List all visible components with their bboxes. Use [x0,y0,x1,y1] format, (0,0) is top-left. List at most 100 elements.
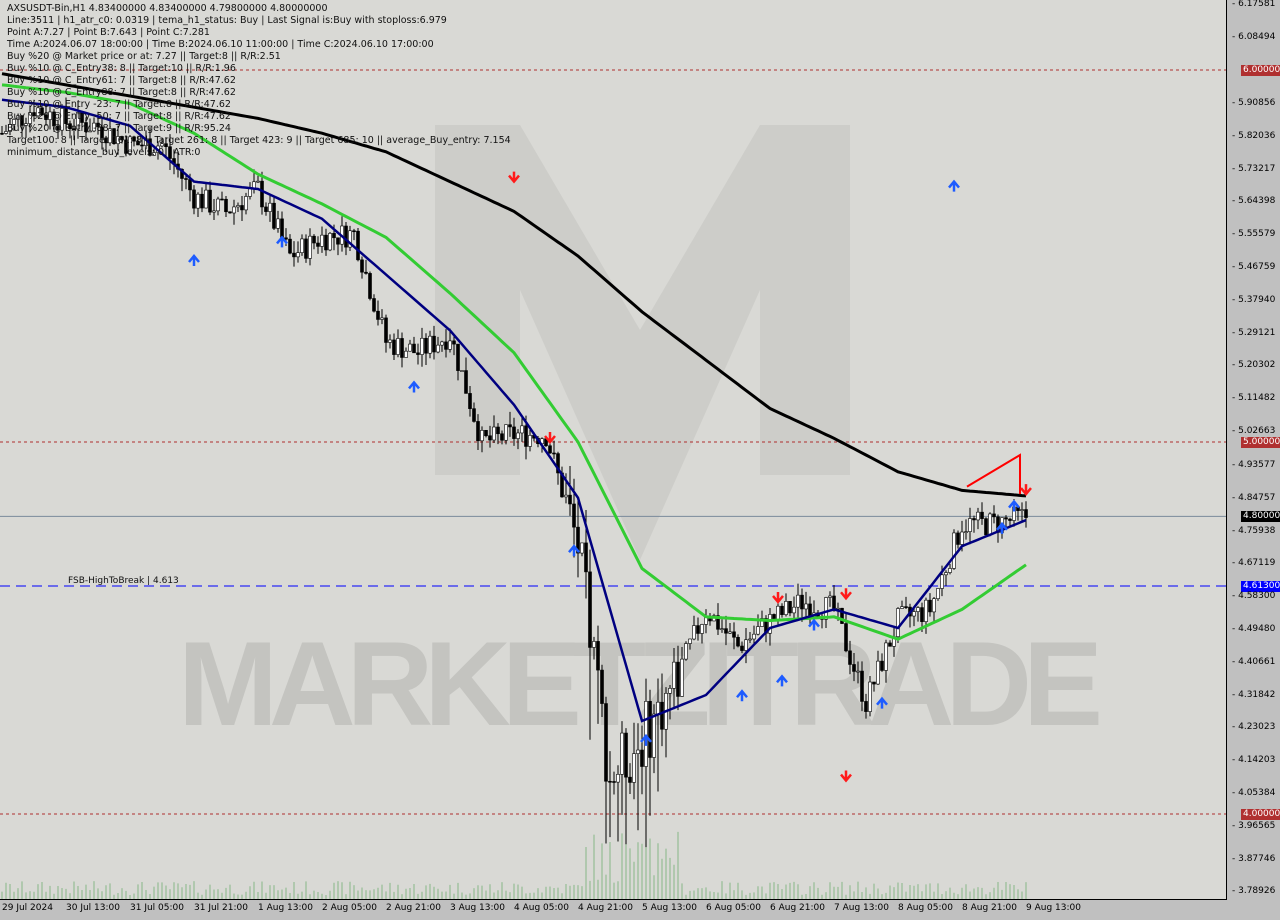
candle-body [476,421,480,442]
candle-body [592,641,596,648]
candle-body [356,230,360,261]
candle-body [700,624,704,634]
candle-body [108,128,112,144]
candle-body [640,749,644,767]
candle-body [520,425,524,434]
info-line: Buy %20 @ Market price or at: 7.27 || Ta… [7,51,281,62]
candle-body [800,594,804,610]
candle-body [628,776,632,783]
candle-body [392,339,396,355]
candle-body [952,532,956,569]
candle-body [836,607,840,610]
x-tick-label: 31 Jul 21:00 [194,903,248,913]
candle-body [788,601,792,614]
candle-body [328,233,332,251]
candle-body [832,595,836,609]
candle-body [24,123,28,126]
buy-arrow-icon [776,674,788,687]
candle-body [912,611,916,617]
candle-body [668,688,672,694]
candle-body [4,131,8,134]
candle-body [332,233,336,239]
info-line: Buy %10 @ C_Entry38: 8 || Target:10 || R… [7,63,236,74]
candle-body [508,424,512,428]
candle-body [940,574,944,589]
info-line: AXSUSDT-Bin,H1 4.83400000 4.83400000 4.7… [7,3,328,14]
candle-body [652,713,656,758]
candle-body [52,111,56,127]
candle-body [72,128,76,130]
candle-body [648,701,652,758]
x-tick-label: 2 Aug 21:00 [386,903,441,913]
y-tick-label: - 4.05384 [1232,787,1276,798]
candle-body [784,601,788,615]
candle-body [936,588,940,599]
chart-plot-area[interactable]: MARKETZITRADE [0,0,1227,900]
candle-body [612,781,616,783]
y-tick-label: - 4.75938 [1232,525,1276,536]
x-tick-label: 7 Aug 13:00 [834,903,889,913]
candle-body [268,202,272,212]
x-tick-label: 31 Jul 05:00 [130,903,184,913]
candle-body [344,225,348,248]
candle-body [152,152,156,156]
candle-body [248,188,252,197]
y-tick-label: - 5.55579 [1232,229,1276,240]
candle-body [160,143,164,147]
level-price-tag: 4.61300 [1241,580,1280,592]
candle-body [404,350,408,358]
candle-body [684,643,688,660]
candle-body [0,132,4,135]
y-tick-label: - 4.58300 [1232,591,1276,602]
candle-body [780,605,784,615]
candle-body [860,670,864,702]
price-chart: MARKETZITRADE [0,69,1226,899]
y-tick-label: - 5.90856 [1232,98,1276,109]
candle-body [768,614,772,634]
candle-body [460,370,464,372]
candle-body [436,344,440,353]
candle-body [568,494,572,505]
watermark-text: MARKETZITRADE [178,617,1103,751]
buy-arrow-icon [568,544,580,557]
candle-body [516,432,520,439]
candle-body [676,661,680,697]
candle-body [284,237,288,240]
candle-body [608,780,612,783]
y-tick-label: - 4.23023 [1232,722,1276,733]
candle-body [752,633,756,640]
candle-body [240,205,244,211]
candle-body [208,189,212,213]
candle-body [200,193,204,209]
buy-arrow-icon [188,254,200,266]
candle-body [636,749,640,754]
candle-body [868,681,872,712]
candle-body [264,206,268,212]
candle-body [456,343,460,371]
x-tick-label: 6 Aug 05:00 [706,903,761,913]
candle-body [748,638,752,641]
info-line: Buy %20 @ Entry -50: 7 || Target:8 || R/… [7,111,231,122]
level-price-tag: 4.00000 [1241,809,1280,820]
candle-body [100,126,104,139]
candle-body [804,603,808,610]
candle-body [464,370,468,394]
y-tick-label: - 5.82036 [1232,130,1276,141]
y-tick-label: - 3.96565 [1232,820,1276,831]
candle-body [232,206,236,214]
candle-body [164,143,168,147]
candle-body [324,234,328,251]
candle-body [140,144,144,147]
candle-body [588,571,592,648]
candle-body [444,341,448,350]
buy-arrow-icon [408,380,420,393]
candle-body [976,511,980,521]
candle-body [196,193,200,209]
candle-body [736,636,740,647]
candle-body [604,703,608,782]
candle-body [672,661,676,689]
buy-arrow-icon [948,179,960,192]
candle-body [224,198,228,213]
candle-body [48,111,52,120]
candle-body [84,122,88,133]
